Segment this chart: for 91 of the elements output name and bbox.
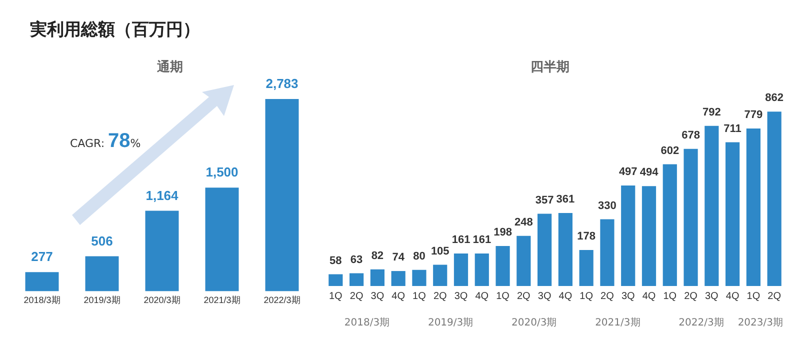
bar xyxy=(538,214,552,286)
x-tick-label: 3Q xyxy=(370,290,384,302)
x-tick-label: 2018/3期 xyxy=(24,295,60,306)
bar xyxy=(328,274,343,286)
x-tick-label: 1Q xyxy=(496,290,510,302)
x-tick-label: 2Q xyxy=(684,290,698,302)
data-label: 497 xyxy=(618,166,638,178)
bar xyxy=(474,253,489,286)
bar xyxy=(370,269,384,286)
bar xyxy=(205,188,239,292)
bar xyxy=(579,250,594,286)
chart-title: 四半期 xyxy=(530,59,570,76)
data-label: 161 xyxy=(472,234,492,246)
data-label: 792 xyxy=(702,106,721,118)
data-label: 602 xyxy=(660,144,680,157)
chart-title: 実利用総額（百万円） xyxy=(30,19,200,41)
bar xyxy=(391,271,406,286)
bar xyxy=(662,164,677,286)
text: 2023/3期 xyxy=(738,316,784,329)
data-label: 678 xyxy=(682,129,700,142)
data-label: 80 xyxy=(413,250,426,262)
bar xyxy=(85,256,119,292)
data-label: 2,783 xyxy=(266,76,298,92)
data-label: 178 xyxy=(577,230,596,243)
text: 2020/3期 xyxy=(512,316,557,329)
data-label: 1,164 xyxy=(146,188,180,203)
x-tick-label: 1Q xyxy=(328,290,343,302)
text: 2018/3期 xyxy=(344,316,390,329)
bar xyxy=(350,273,364,286)
x-tick-label: 2022/3期 xyxy=(264,295,300,306)
data-label: 862 xyxy=(765,92,784,104)
x-tick-label: 4Q xyxy=(558,290,572,302)
bar xyxy=(767,112,782,286)
data-label: 1,500 xyxy=(206,164,238,180)
data-label: 198 xyxy=(494,226,512,238)
data-label: 779 xyxy=(744,109,763,121)
x-tick-label: 1Q xyxy=(663,290,677,302)
data-label: 711 xyxy=(724,122,742,135)
data-label: 248 xyxy=(514,216,533,228)
data-label: 357 xyxy=(535,194,554,206)
data-label: 330 xyxy=(598,200,616,212)
x-tick-label: 2Q xyxy=(516,290,531,302)
bar xyxy=(704,126,719,286)
x-tick-label: 2Q xyxy=(768,290,782,302)
bar xyxy=(642,186,656,286)
x-tick-label: 2019/3期 xyxy=(84,295,120,306)
x-tick-label: 2Q xyxy=(350,290,364,302)
data-label: 82 xyxy=(371,250,384,262)
text: 2019/3期 xyxy=(428,316,474,329)
data-label: 494 xyxy=(640,166,660,179)
bar xyxy=(412,270,426,286)
x-tick-label: 3Q xyxy=(704,290,719,302)
data-label: 105 xyxy=(430,245,450,258)
bar xyxy=(454,253,468,286)
x-tick-label: 3Q xyxy=(454,290,468,302)
data-label: 161 xyxy=(452,234,470,246)
data-label: 277 xyxy=(31,249,53,264)
bar xyxy=(25,272,59,292)
x-tick-label: 2020/3期 xyxy=(144,295,180,306)
bar xyxy=(621,185,636,286)
data-label: 58 xyxy=(330,254,342,267)
data-label: 74 xyxy=(392,252,406,264)
text: 2021/3期 xyxy=(595,316,640,329)
x-tick-label: 3Q xyxy=(621,290,635,302)
x-tick-label: 2Q xyxy=(600,290,614,302)
x-tick-label: 4Q xyxy=(642,290,656,302)
annotation: CAGR: 78% xyxy=(70,130,141,153)
bar xyxy=(516,236,531,286)
bar xyxy=(684,148,698,286)
x-tick-label: 1Q xyxy=(580,290,594,302)
bar xyxy=(265,98,299,292)
bar xyxy=(496,246,510,286)
data-label: 506 xyxy=(91,233,113,248)
data-label: 63 xyxy=(350,254,363,266)
x-tick-label: 2021/3期 xyxy=(204,295,240,306)
bar xyxy=(746,128,760,286)
x-tick-label: 4Q xyxy=(475,290,489,302)
x-tick-label: 1Q xyxy=(746,290,760,302)
x-tick-label: 3Q xyxy=(538,290,552,302)
x-tick-label: 1Q xyxy=(412,290,426,302)
chart-subtitle: 通期 xyxy=(156,59,184,76)
x-tick-label: 2Q xyxy=(433,290,447,302)
x-tick-label: 4Q xyxy=(726,290,740,302)
text: 2022/3期 xyxy=(678,316,724,329)
bar xyxy=(726,142,740,286)
data-label: 361 xyxy=(556,194,575,206)
bar xyxy=(600,219,614,286)
bar xyxy=(433,264,448,286)
x-tick-label: 4Q xyxy=(392,290,406,302)
bar xyxy=(145,210,179,292)
bar xyxy=(558,213,572,286)
